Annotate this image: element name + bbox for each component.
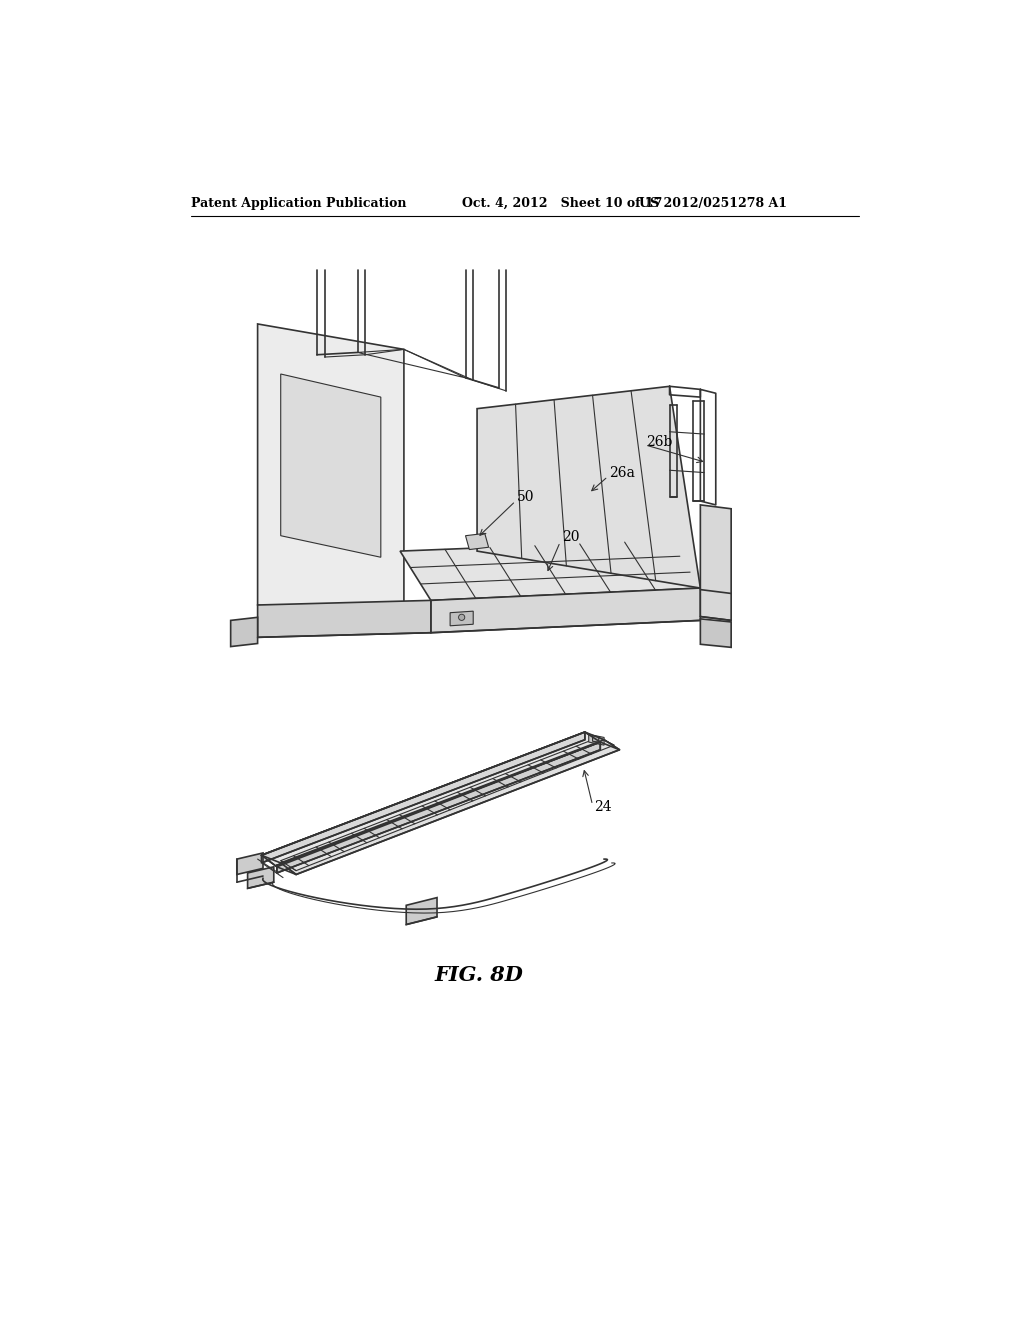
Text: 26a: 26a [609, 466, 635, 479]
Polygon shape [230, 618, 258, 647]
Polygon shape [281, 738, 614, 871]
Polygon shape [258, 601, 431, 638]
Polygon shape [258, 323, 403, 628]
Polygon shape [451, 611, 473, 626]
Polygon shape [400, 540, 700, 601]
Polygon shape [281, 374, 381, 557]
Polygon shape [261, 733, 585, 863]
Text: Patent Application Publication: Patent Application Publication [190, 197, 407, 210]
Circle shape [459, 614, 465, 620]
Polygon shape [276, 742, 600, 873]
Polygon shape [593, 737, 599, 742]
Polygon shape [466, 533, 488, 549]
Polygon shape [237, 853, 263, 875]
Text: FIG. 8D: FIG. 8D [435, 965, 523, 985]
Polygon shape [431, 589, 700, 632]
Polygon shape [407, 898, 437, 924]
Text: US 2012/0251278 A1: US 2012/0251278 A1 [639, 197, 786, 210]
Text: 26b: 26b [646, 434, 673, 449]
Text: 20: 20 [562, 531, 580, 544]
Text: 50: 50 [517, 490, 535, 504]
Text: Oct. 4, 2012   Sheet 10 of 17: Oct. 4, 2012 Sheet 10 of 17 [462, 197, 663, 210]
Polygon shape [281, 739, 620, 875]
Polygon shape [477, 387, 700, 589]
Polygon shape [700, 619, 731, 647]
Polygon shape [700, 506, 731, 620]
Polygon shape [248, 867, 273, 888]
Text: 24: 24 [594, 800, 611, 813]
Polygon shape [589, 734, 604, 744]
Polygon shape [261, 733, 600, 867]
